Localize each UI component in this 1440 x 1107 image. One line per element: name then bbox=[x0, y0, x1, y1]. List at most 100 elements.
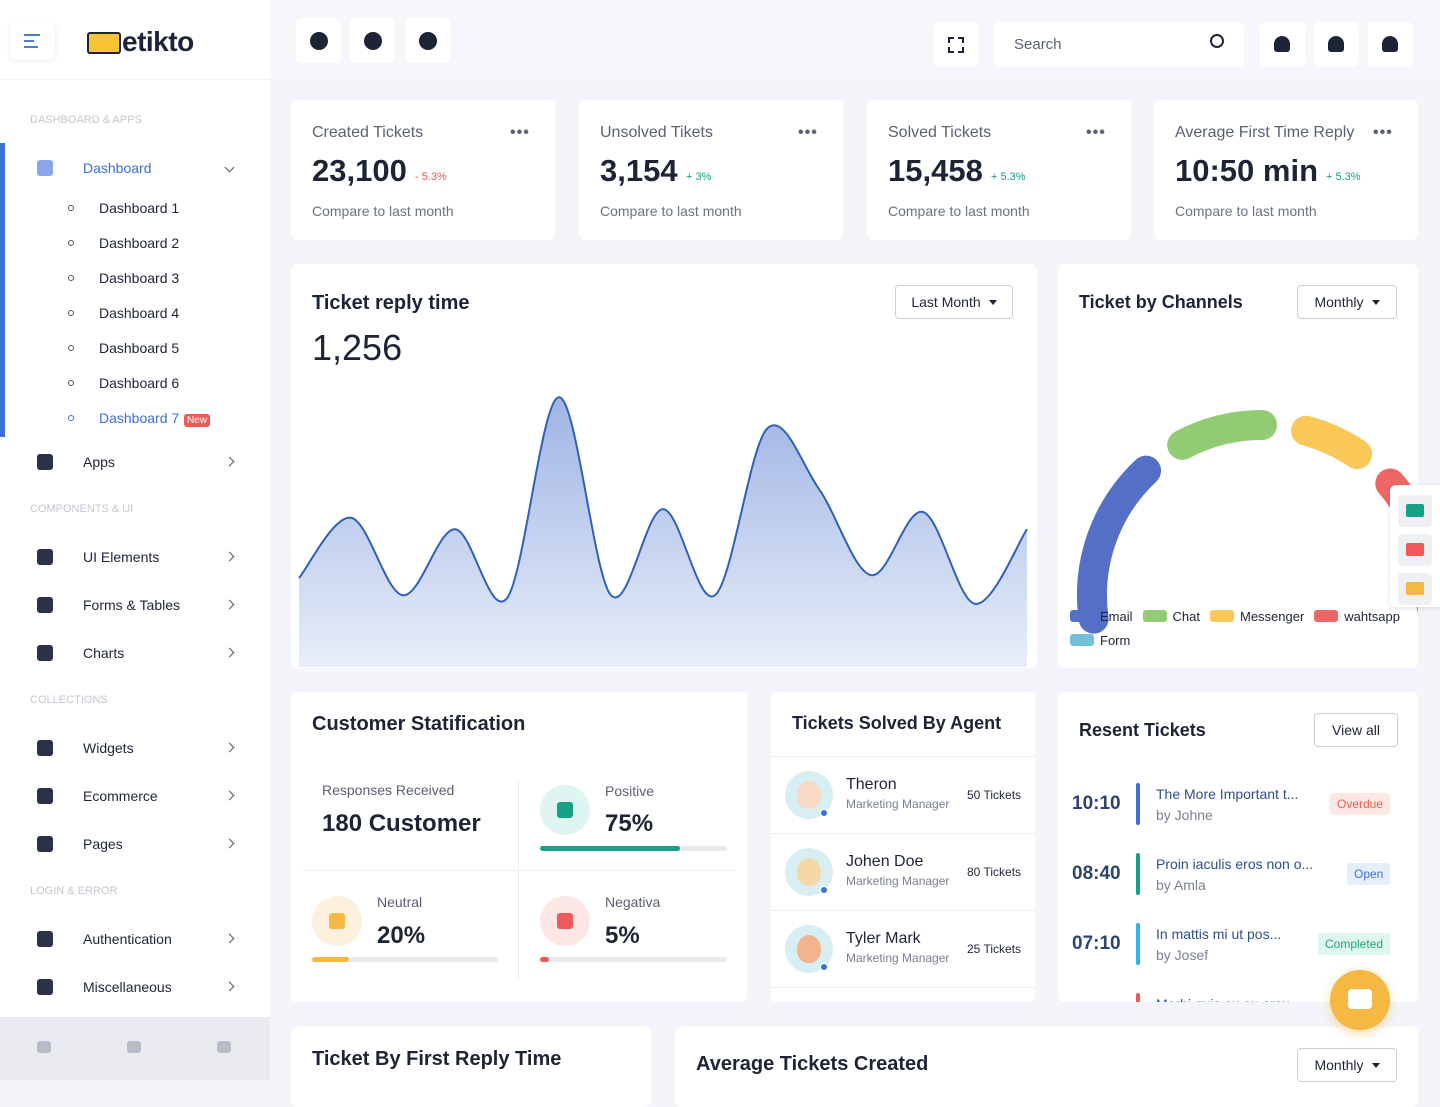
ticket-title[interactable]: In mattis mi ut pos... bbox=[1156, 926, 1282, 942]
progress-bar bbox=[540, 957, 550, 962]
chevron bbox=[224, 647, 235, 658]
stat-note: Compare to last month bbox=[312, 203, 454, 219]
metric-label: Positive bbox=[605, 783, 655, 799]
menu-item[interactable]: Authentication bbox=[83, 931, 172, 947]
caret bbox=[1371, 299, 1380, 305]
card-title: Ticket reply time bbox=[312, 292, 470, 314]
active-indicator bbox=[0, 143, 5, 437]
ticket-bar bbox=[1136, 993, 1140, 1002]
more-icon: ••• bbox=[510, 124, 530, 141]
menu-item[interactable]: UI Elements bbox=[83, 549, 160, 565]
view-all-button[interactable]: View all bbox=[1314, 713, 1398, 747]
stat-value: 10:50 min bbox=[1175, 153, 1319, 188]
menu-item[interactable]: Forms & Tables bbox=[83, 597, 180, 613]
submenu-item[interactable]: Dashboard 1 bbox=[99, 200, 180, 216]
stat-title: Average First Time Reply bbox=[1175, 124, 1355, 141]
menu-item[interactable]: Charts bbox=[83, 645, 125, 661]
ticket-title[interactable]: Proin iaculis eros non o... bbox=[1156, 856, 1314, 872]
footer-icon[interactable] bbox=[127, 1041, 141, 1053]
menu-item[interactable]: Ecommerce bbox=[83, 788, 158, 804]
filter-button[interactable]: Monthly bbox=[1297, 1048, 1397, 1082]
chevron bbox=[224, 790, 235, 801]
menu-item[interactable]: Dashboard bbox=[83, 160, 152, 176]
search-icon bbox=[1210, 34, 1224, 48]
metric-value: 75% bbox=[605, 810, 654, 837]
chevron bbox=[224, 933, 235, 944]
status-badge: Completed bbox=[1318, 933, 1391, 955]
metric-value: 20% bbox=[377, 922, 426, 949]
panel-icon bbox=[1406, 504, 1424, 517]
ticket-time: 08:40 bbox=[1072, 863, 1121, 884]
stat-trend: + 3% bbox=[686, 171, 712, 183]
legend-item[interactable]: wahtsapp bbox=[1314, 607, 1400, 625]
legend-item[interactable]: Chat bbox=[1142, 607, 1200, 625]
submenu-item[interactable]: Dashboard 3 bbox=[99, 270, 180, 286]
ticket-by: by Johne bbox=[1156, 807, 1213, 823]
stat-card: Created Tickets ••• 23,100 - 5.3% Compare to… bbox=[291, 100, 555, 240]
stat-value: 15,458 bbox=[888, 153, 983, 188]
menu-icon bbox=[37, 931, 53, 947]
header-icon bbox=[419, 32, 437, 50]
search-box[interactable] bbox=[994, 22, 1244, 67]
agent-name: Johen Doe bbox=[846, 853, 924, 870]
submenu-item[interactable]: Dashboard 2 bbox=[99, 235, 180, 251]
stat-card: Solved Tickets ••• 15,458 + 5.3% Compare to … bbox=[867, 100, 1131, 240]
chevron bbox=[224, 742, 235, 753]
panel-icon bbox=[1406, 543, 1424, 556]
menu-icon bbox=[37, 645, 53, 661]
agent-role: Marketing Manager bbox=[846, 797, 950, 811]
agent-name: Tyler Mark bbox=[846, 930, 921, 947]
metric-label: Neutral bbox=[377, 894, 423, 910]
legend-item[interactable]: Email bbox=[1070, 607, 1133, 625]
card-title: Average Tickets Created bbox=[696, 1053, 929, 1075]
area-fill bbox=[299, 397, 1027, 667]
caret bbox=[988, 299, 997, 305]
header-icon bbox=[1382, 36, 1398, 52]
agent-role: Marketing Manager bbox=[846, 874, 950, 888]
filter-button[interactable]: Last Month bbox=[895, 285, 1013, 319]
menu-icon bbox=[37, 160, 53, 176]
more-icon: ••• bbox=[1373, 124, 1393, 141]
chevron bbox=[224, 551, 235, 562]
fullscreen-button[interactable] bbox=[934, 22, 979, 67]
submenu-item[interactable]: Dashboard 6 bbox=[99, 375, 180, 391]
menu-item[interactable]: Apps bbox=[83, 454, 115, 470]
stat-note: Compare to last month bbox=[600, 203, 742, 219]
legend-item[interactable]: Messenger bbox=[1209, 607, 1304, 625]
menu-item[interactable]: Pages bbox=[83, 836, 123, 852]
gauge-segment bbox=[1290, 415, 1373, 470]
agent-tickets: 25 Tickets bbox=[967, 942, 1022, 956]
card-title: Tickets Solved By Agent bbox=[792, 713, 1002, 733]
legend-label: Form bbox=[1100, 632, 1131, 648]
card-title: Ticket by Channels bbox=[1079, 292, 1243, 312]
menu-line bbox=[24, 40, 34, 42]
submenu-item[interactable]: Dashboard 4 bbox=[99, 305, 180, 321]
submenu-dot bbox=[68, 415, 74, 421]
submenu-item[interactable]: Dashboard 7 bbox=[99, 410, 180, 426]
ticket-bar bbox=[1136, 783, 1140, 825]
status-dot bbox=[820, 963, 828, 971]
stat-trend: + 5.3% bbox=[991, 171, 1026, 183]
ticket-title[interactable]: Morbi quis ex eu arcu... bbox=[1156, 996, 1302, 1002]
ticket-by: by Amla bbox=[1156, 877, 1206, 893]
brand-icon bbox=[87, 32, 121, 54]
menu-toggle[interactable] bbox=[10, 20, 55, 60]
menu-item[interactable]: Widgets bbox=[83, 740, 134, 756]
ticket-title[interactable]: The More Important t... bbox=[1156, 786, 1299, 802]
logo-bar bbox=[0, 0, 270, 80]
stat-value: 3,154 bbox=[600, 153, 678, 188]
filter-button[interactable]: Monthly bbox=[1297, 285, 1397, 319]
metric-icon bbox=[557, 913, 573, 929]
menu-line bbox=[24, 46, 38, 48]
reply-time-card: Ticket reply time Last Month 1,256 bbox=[291, 264, 1037, 668]
separator bbox=[771, 756, 1035, 757]
legend-item[interactable]: Form bbox=[1070, 631, 1130, 649]
legend-label: Chat bbox=[1172, 608, 1200, 624]
search-placeholder: Search bbox=[1014, 36, 1062, 53]
submenu-item[interactable]: Dashboard 5 bbox=[99, 340, 180, 356]
menu-item[interactable]: Miscellaneous bbox=[83, 979, 172, 995]
footer-icon[interactable] bbox=[37, 1041, 51, 1053]
footer-icon[interactable] bbox=[217, 1041, 231, 1053]
menu-icon bbox=[37, 454, 53, 470]
status-badge: Open bbox=[1347, 863, 1391, 885]
